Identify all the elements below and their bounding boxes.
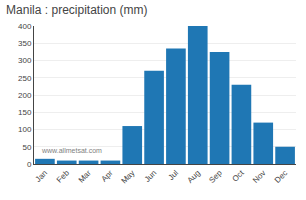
svg-text:Jan: Jan [34,168,49,183]
svg-text:50: 50 [22,143,31,152]
svg-text:0: 0 [27,160,32,169]
svg-text:Aug: Aug [186,168,202,184]
svg-text:Jun: Jun [143,168,158,183]
svg-text:Mar: Mar [77,168,93,184]
svg-text:Sep: Sep [207,168,224,185]
svg-text:300: 300 [18,56,32,65]
svg-text:www.allmetsat.com: www.allmetsat.com [41,147,102,154]
svg-text:350: 350 [18,39,32,48]
svg-text:250: 250 [18,74,32,83]
svg-text:100: 100 [18,125,32,134]
svg-text:Apr: Apr [99,168,114,183]
svg-text:400: 400 [18,22,32,31]
svg-text:May: May [119,168,136,185]
svg-text:Nov: Nov [251,168,267,184]
svg-text:Oct: Oct [230,168,246,184]
svg-text:Jul: Jul [167,168,181,182]
svg-text:150: 150 [18,108,32,117]
svg-text:Manila : precipitation (mm): Manila : precipitation (mm) [6,3,147,17]
svg-text:200: 200 [18,91,32,100]
svg-text:Dec: Dec [273,168,289,184]
svg-text:Feb: Feb [55,168,72,185]
